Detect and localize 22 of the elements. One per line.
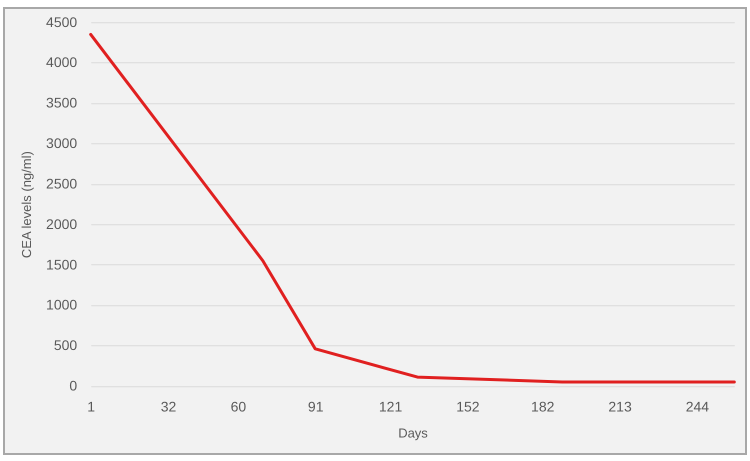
y-tick-label: 3000 [46, 135, 78, 152]
y-tick-label: 1500 [46, 256, 78, 272]
x-tick-label: 244 [686, 398, 710, 414]
y-tick-label: 3500 [46, 94, 78, 111]
x-tick-label: 121 [378, 398, 402, 414]
x-tick-label: 152 [456, 398, 480, 414]
x-tick-label: 1 [87, 398, 96, 414]
y-tick-label: 4500 [46, 14, 78, 30]
x-tick-label: 182 [531, 398, 555, 414]
x-axis-title: Days [398, 426, 428, 440]
y-tick-label: 0 [69, 378, 78, 394]
x-tick-label: 91 [308, 398, 324, 414]
y-tick-label: 2000 [46, 216, 78, 232]
y-axis-title: CEA levels (ng/ml) [19, 151, 34, 258]
x-tick-label: 60 [230, 398, 246, 414]
x-tick-label: 213 [608, 398, 632, 414]
y-tick-label: 2500 [46, 175, 78, 192]
y-tick-label: 1000 [46, 296, 78, 313]
line-series [89, 32, 736, 384]
y-tick-label: 500 [54, 337, 78, 354]
x-tick-label: 32 [160, 398, 177, 414]
y-tick-label: 4000 [46, 54, 78, 70]
